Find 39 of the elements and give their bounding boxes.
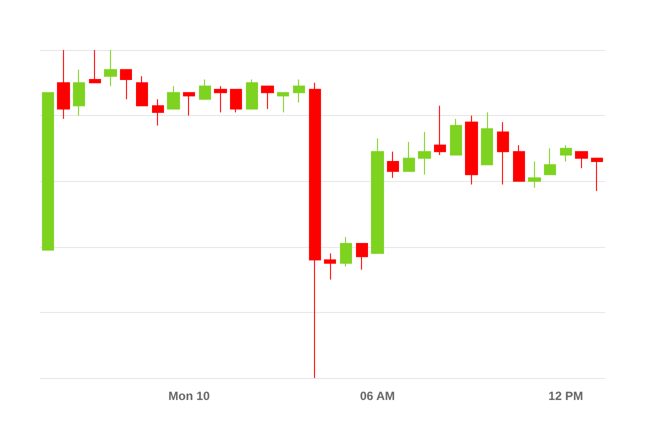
candlestick [324,252,336,280]
candlestick [152,98,164,126]
candlestick [434,105,446,156]
candlestick [560,144,572,162]
candlestick [183,92,195,116]
candlestick [261,86,274,110]
candlestick [403,141,415,172]
candlestick [136,76,148,106]
candlestick [246,79,258,110]
candlestick [340,236,352,267]
candlestick [104,50,117,87]
candlestick [371,138,384,254]
candlestick [73,69,85,116]
candlestick [293,79,305,103]
candlestick [57,50,70,120]
candlestick [497,122,509,185]
candlestick [89,50,101,84]
candlestick [277,92,289,113]
candlestick [356,243,368,270]
x-tick-label: Mon 10 [168,389,210,403]
candlestick [418,132,431,176]
candlestick [450,118,462,156]
candlestick [309,82,321,378]
candlestick [230,88,242,113]
x-tick-label: 06 AM [360,389,395,403]
candlestick [544,148,556,176]
candlestick [214,86,227,113]
candlestick [42,92,54,251]
candlestick [591,158,603,192]
candlestick [481,112,493,166]
candlestick [465,115,478,185]
candlestick [575,151,588,169]
candlestick [528,161,541,188]
candlestick [387,151,399,178]
candlestick [167,86,180,110]
candlestick [199,79,211,100]
x-tick-label: 12 PM [548,389,584,403]
candlestick [513,144,525,182]
candlestick [120,69,132,100]
